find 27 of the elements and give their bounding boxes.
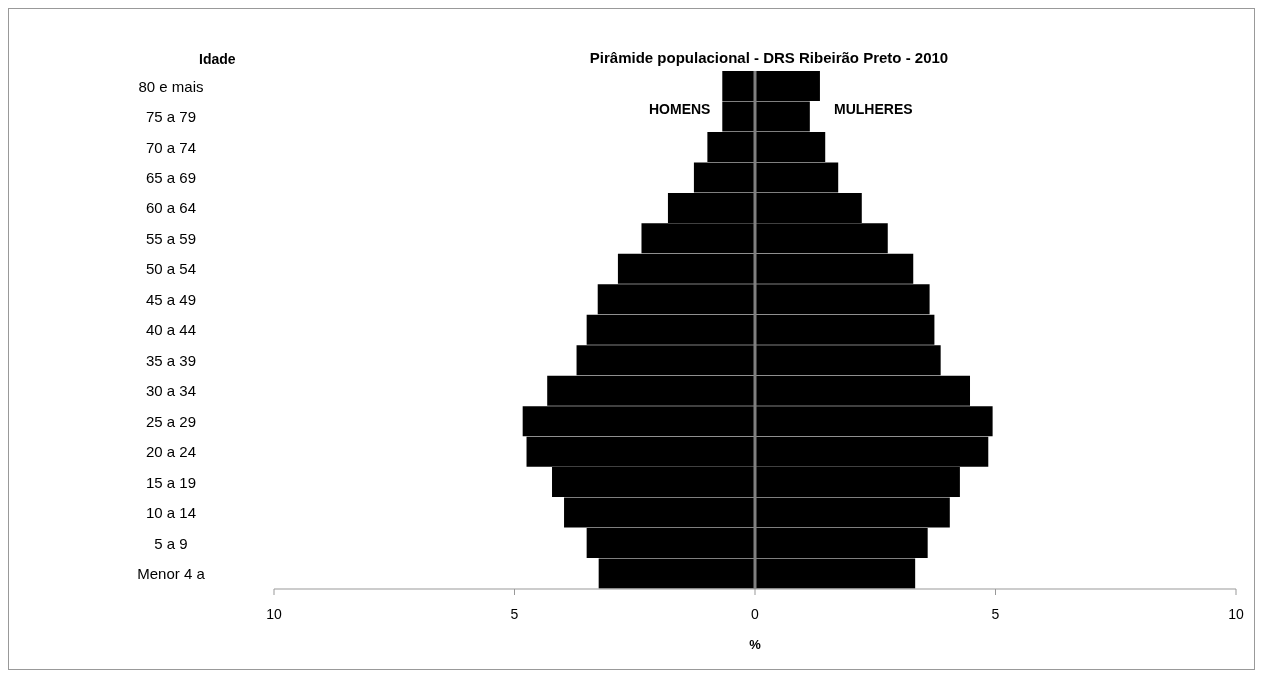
y-tick-label: 35 a 39: [145, 351, 197, 369]
x-tick-label: 5: [510, 605, 519, 622]
x-tick-label: 5: [991, 605, 1000, 622]
x-tick-label: 0: [751, 605, 760, 622]
y-tick-label: Menor 4 a: [137, 565, 206, 583]
y-tick-label: 50 a 54: [145, 260, 197, 278]
x-axis-title: %: [749, 637, 762, 652]
y-axis-title: Idade: [199, 51, 236, 67]
series-label: MULHERES: [834, 101, 913, 117]
y-tick-label: 45 a 49: [145, 290, 197, 308]
series-label: HOMENS: [649, 101, 711, 117]
y-tick-label: 80 e mais: [138, 77, 204, 95]
x-tick-label: 10: [266, 605, 282, 622]
y-tick-label: 15 a 19: [145, 473, 197, 491]
y-tick-label: 5 a 9: [154, 534, 188, 552]
y-tick-label: 30 a 34: [145, 382, 197, 400]
y-tick-label: 25 a 29: [145, 412, 197, 430]
y-tick-label: 75 a 79: [145, 108, 197, 126]
y-tick-label: 60 a 64: [145, 199, 197, 217]
x-tick-label: 10: [1228, 605, 1244, 622]
y-tick-label: 65 a 69: [145, 168, 197, 186]
y-tick-label: 70 a 74: [145, 138, 197, 156]
y-tick-label: 40 a 44: [145, 321, 197, 339]
chart-title: Pirâmide populacional - DRS Ribeirão Preto - 2010: [588, 49, 950, 66]
y-tick-label: 20 a 24: [145, 443, 197, 461]
y-tick-label: 10 a 14: [145, 504, 197, 522]
y-tick-label: 55 a 59: [145, 229, 197, 247]
